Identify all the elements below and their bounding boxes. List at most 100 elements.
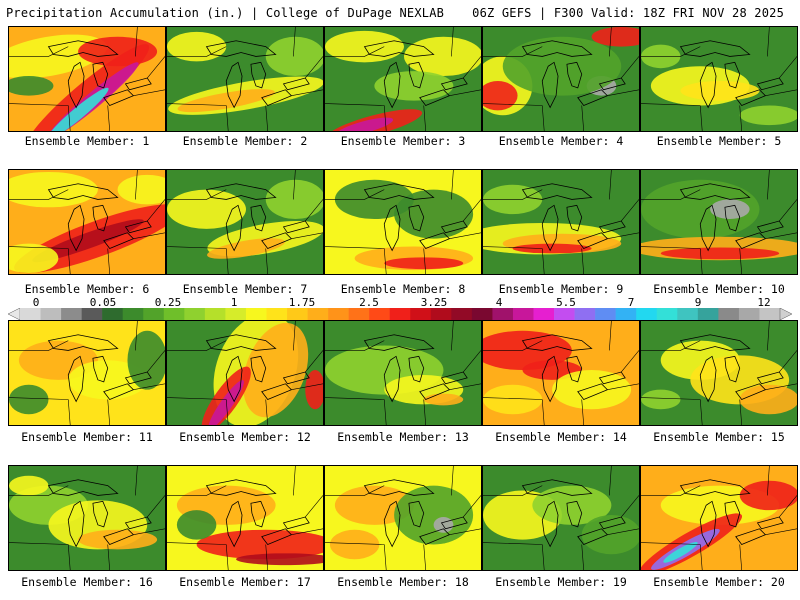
colorbar-cell bbox=[122, 308, 144, 320]
member-map-7 bbox=[166, 169, 324, 275]
great-lakes-outline bbox=[521, 479, 626, 548]
member-caption: Ensemble Member: 18 bbox=[337, 575, 469, 589]
member-caption: Ensemble Member: 15 bbox=[653, 430, 785, 444]
member-caption: Ensemble Member: 19 bbox=[495, 575, 627, 589]
colorbar-cell bbox=[718, 308, 740, 320]
colorbar-cell bbox=[348, 308, 370, 320]
great-lakes-outline bbox=[363, 479, 468, 548]
member-map-1 bbox=[8, 26, 166, 132]
member-map-8 bbox=[324, 169, 482, 275]
colorbar-cell bbox=[759, 308, 781, 320]
colorbar-label: 7 bbox=[627, 296, 635, 309]
colorbar-cell bbox=[307, 308, 329, 320]
state-borders bbox=[167, 27, 323, 131]
state-borders bbox=[483, 170, 639, 274]
member-map-17 bbox=[166, 465, 324, 571]
state-borders bbox=[9, 321, 165, 425]
state-borders bbox=[325, 170, 481, 274]
member-caption: Ensemble Member: 1 bbox=[24, 134, 150, 148]
colorbar-cell bbox=[574, 308, 596, 320]
member-map-16 bbox=[8, 465, 166, 571]
great-lakes-outline bbox=[205, 40, 310, 109]
colorbar-label: 1 bbox=[230, 296, 238, 309]
great-lakes-outline bbox=[679, 334, 784, 403]
member-caption: Ensemble Member: 5 bbox=[656, 134, 782, 148]
state-borders bbox=[167, 321, 323, 425]
member-caption: Ensemble Member: 11 bbox=[21, 430, 153, 444]
colorbar-cell bbox=[20, 308, 41, 320]
state-borders bbox=[641, 321, 797, 425]
colorbar-cell bbox=[369, 308, 391, 320]
colorbar-cell bbox=[204, 308, 226, 320]
colorbar-cell bbox=[287, 308, 308, 320]
colorbar-cell bbox=[738, 308, 760, 320]
state-borders bbox=[641, 27, 797, 131]
great-lakes-outline bbox=[679, 40, 784, 109]
colorbar-cell bbox=[102, 308, 124, 320]
colorbar-cell bbox=[143, 308, 165, 320]
great-lakes-outline bbox=[679, 183, 784, 252]
state-borders bbox=[167, 170, 323, 274]
great-lakes-outline bbox=[363, 334, 468, 403]
member-map-4 bbox=[482, 26, 640, 132]
great-lakes-outline bbox=[363, 183, 468, 252]
great-lakes-outline bbox=[679, 479, 784, 548]
colorbar-cell bbox=[595, 308, 616, 320]
colorbar-cell bbox=[512, 308, 534, 320]
member-map-13 bbox=[324, 320, 482, 426]
colorbar-cell bbox=[471, 308, 493, 320]
state-borders bbox=[483, 27, 639, 131]
colorbar-label: 5.5 bbox=[556, 296, 576, 309]
colorbar-cell bbox=[61, 308, 82, 320]
colorbar-cell bbox=[615, 308, 637, 320]
great-lakes-outline bbox=[205, 334, 310, 403]
state-borders bbox=[325, 27, 481, 131]
member-map-14 bbox=[482, 320, 640, 426]
colorbar-label: 0.25 bbox=[154, 296, 182, 309]
member-map-10 bbox=[640, 169, 798, 275]
state-borders bbox=[9, 466, 165, 570]
great-lakes-outline bbox=[205, 479, 310, 548]
great-lakes-outline bbox=[47, 183, 152, 252]
member-caption: Ensemble Member: 10 bbox=[653, 282, 785, 296]
colorbar-cell bbox=[554, 308, 575, 320]
member-caption: Ensemble Member: 9 bbox=[498, 282, 624, 296]
colorbar-cell bbox=[430, 308, 452, 320]
colorbar-max-arrow bbox=[779, 308, 792, 320]
colorbar-label: 3.25 bbox=[420, 296, 448, 309]
great-lakes-outline bbox=[47, 479, 152, 548]
member-map-9 bbox=[482, 169, 640, 275]
great-lakes-outline bbox=[205, 183, 310, 252]
map-title: Precipitation Accumulation (in.) | Colle… bbox=[6, 6, 445, 20]
member-caption: Ensemble Member: 2 bbox=[182, 134, 308, 148]
state-borders bbox=[483, 321, 639, 425]
colorbar-cell bbox=[81, 308, 103, 320]
great-lakes-outline bbox=[47, 40, 152, 109]
member-caption: Ensemble Member: 6 bbox=[24, 282, 150, 296]
state-borders bbox=[325, 466, 481, 570]
state-borders bbox=[9, 27, 165, 131]
colorbar-cell bbox=[410, 308, 432, 320]
member-caption: Ensemble Member: 17 bbox=[179, 575, 311, 589]
member-caption: Ensemble Member: 7 bbox=[182, 282, 308, 296]
member-map-2 bbox=[166, 26, 324, 132]
colorbar-label: 2.5 bbox=[359, 296, 379, 309]
colorbar-label: 4 bbox=[495, 296, 503, 309]
colorbar-min-arrow bbox=[8, 308, 21, 320]
colorbar-cell bbox=[656, 308, 678, 320]
colorbar-cell bbox=[636, 308, 658, 320]
member-map-19 bbox=[482, 465, 640, 571]
state-borders bbox=[167, 466, 323, 570]
state-borders bbox=[325, 321, 481, 425]
colorbar-cell bbox=[451, 308, 473, 320]
colorbar-cell bbox=[533, 308, 555, 320]
state-borders bbox=[641, 170, 797, 274]
member-map-12 bbox=[166, 320, 324, 426]
colorbar-label: 1.75 bbox=[288, 296, 316, 309]
member-map-18 bbox=[324, 465, 482, 571]
great-lakes-outline bbox=[363, 40, 468, 109]
great-lakes-outline bbox=[521, 183, 626, 252]
colorbar-cell bbox=[328, 308, 349, 320]
colorbar-label: 12 bbox=[757, 296, 771, 309]
precip-colorbar bbox=[8, 308, 792, 320]
